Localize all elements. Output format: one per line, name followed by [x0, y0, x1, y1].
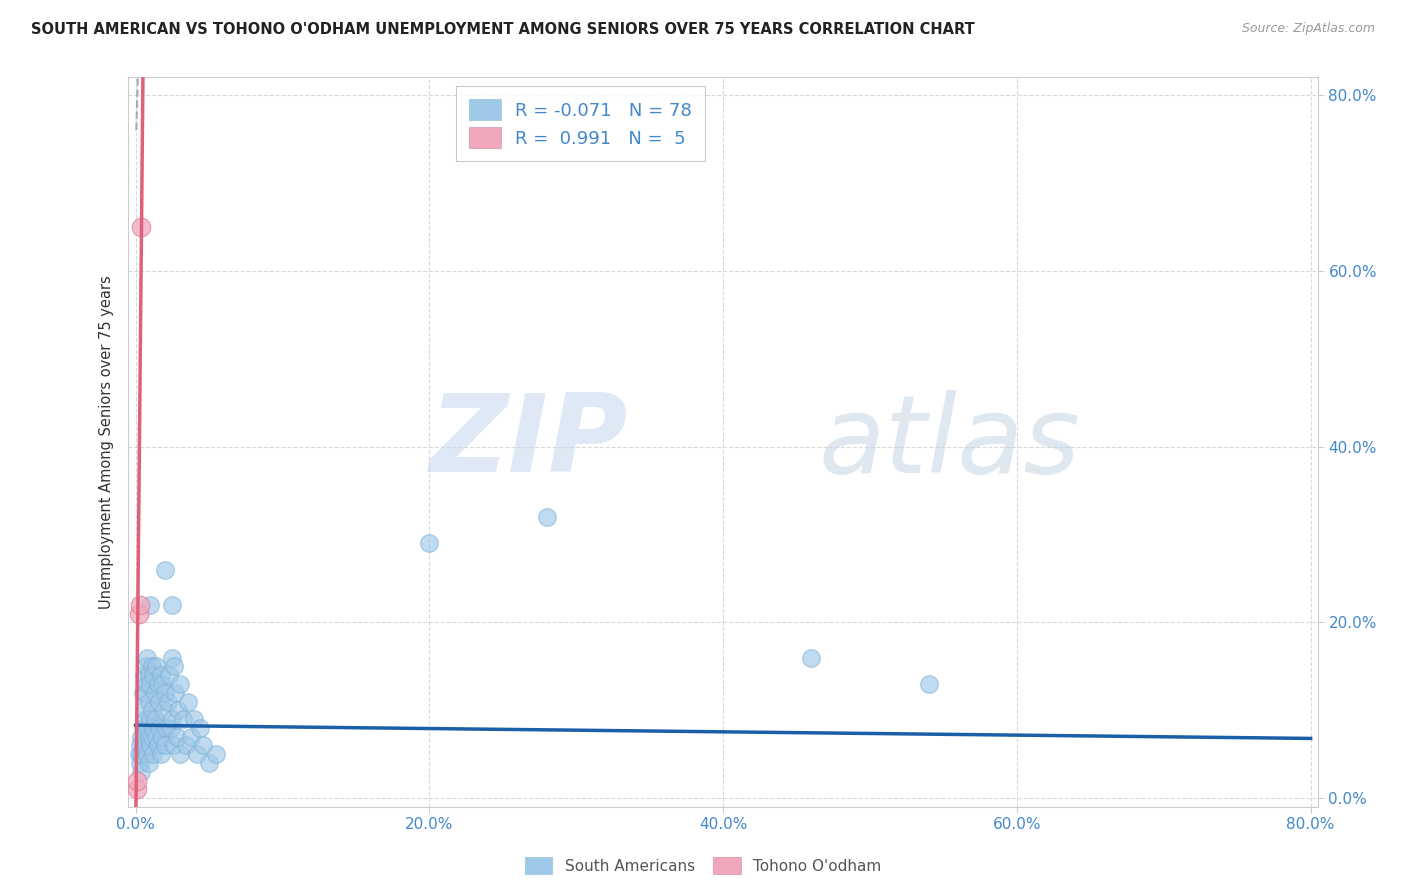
Point [172, 712, 194, 726]
Point [141, 703, 163, 717]
Point [169, 747, 191, 762]
Point [918, 677, 941, 691]
Point [139, 712, 162, 726]
Point [177, 694, 200, 708]
Point [132, 721, 155, 735]
Point [129, 739, 152, 753]
Point [128, 607, 150, 621]
Point [186, 747, 208, 762]
Text: SOUTH AMERICAN VS TOHONO O'ODHAM UNEMPLOYMENT AMONG SENIORS OVER 75 YEARS CORREL: SOUTH AMERICAN VS TOHONO O'ODHAM UNEMPLO… [31, 22, 974, 37]
Legend: South Americans, Tohono O'odham: South Americans, Tohono O'odham [519, 851, 887, 880]
Point [418, 536, 440, 550]
Point [132, 739, 155, 753]
Point [139, 739, 162, 753]
Point [143, 712, 166, 726]
Point [136, 650, 159, 665]
Point [162, 650, 184, 665]
Point [198, 756, 221, 770]
Text: atlas: atlas [818, 390, 1080, 495]
Point [136, 747, 159, 762]
Point [150, 677, 173, 691]
Point [131, 730, 153, 744]
Point [148, 694, 170, 708]
Point [139, 677, 162, 691]
Point [132, 686, 155, 700]
Point [162, 712, 184, 726]
Point [163, 739, 186, 753]
Point [152, 703, 174, 717]
Point [134, 730, 156, 744]
Point [145, 730, 167, 744]
Point [129, 756, 152, 770]
Point [150, 730, 173, 744]
Point [155, 721, 177, 735]
Point [143, 686, 166, 700]
Point [188, 721, 211, 735]
Point [135, 739, 157, 753]
Point [183, 712, 205, 726]
Point [142, 721, 165, 735]
Point [205, 747, 228, 762]
Point [128, 747, 150, 762]
Legend: R = -0.071   N = 78, R =  0.991   N =  5: R = -0.071 N = 78, R = 0.991 N = 5 [456, 87, 704, 161]
Point [138, 756, 160, 770]
Point [163, 659, 186, 673]
Point [138, 694, 160, 708]
Point [180, 730, 202, 744]
Point [129, 598, 152, 612]
Point [169, 677, 191, 691]
Point [134, 668, 156, 682]
Point [138, 668, 160, 682]
Point [149, 747, 172, 762]
Text: Source: ZipAtlas.com: Source: ZipAtlas.com [1241, 22, 1375, 36]
Point [160, 721, 183, 735]
Point [135, 686, 157, 700]
Point [141, 659, 163, 673]
Point [162, 598, 184, 612]
Point [166, 730, 188, 744]
Point [141, 730, 163, 744]
Point [145, 659, 167, 673]
Point [142, 747, 165, 762]
Point [138, 730, 160, 744]
Text: ZIP: ZIP [430, 389, 628, 495]
Point [149, 668, 172, 682]
Point [156, 694, 179, 708]
Point [191, 739, 214, 753]
Point [153, 739, 176, 753]
Point [536, 510, 558, 524]
Point [139, 598, 162, 612]
Point [136, 677, 159, 691]
Point [157, 668, 180, 682]
Point [131, 747, 153, 762]
Point [135, 659, 157, 673]
Point [125, 782, 148, 797]
Point [167, 703, 190, 717]
Point [153, 563, 176, 577]
Y-axis label: Unemployment Among Seniors over 75 years: Unemployment Among Seniors over 75 years [100, 276, 114, 609]
Point [800, 650, 823, 665]
Point [146, 739, 169, 753]
Point [131, 219, 153, 234]
Point [135, 712, 157, 726]
Point [136, 721, 159, 735]
Point [146, 677, 169, 691]
Point [148, 721, 170, 735]
Point [125, 773, 148, 788]
Point [153, 686, 176, 700]
Point [174, 739, 197, 753]
Point [142, 668, 165, 682]
Point [134, 703, 156, 717]
Point [165, 686, 187, 700]
Point [131, 764, 153, 779]
